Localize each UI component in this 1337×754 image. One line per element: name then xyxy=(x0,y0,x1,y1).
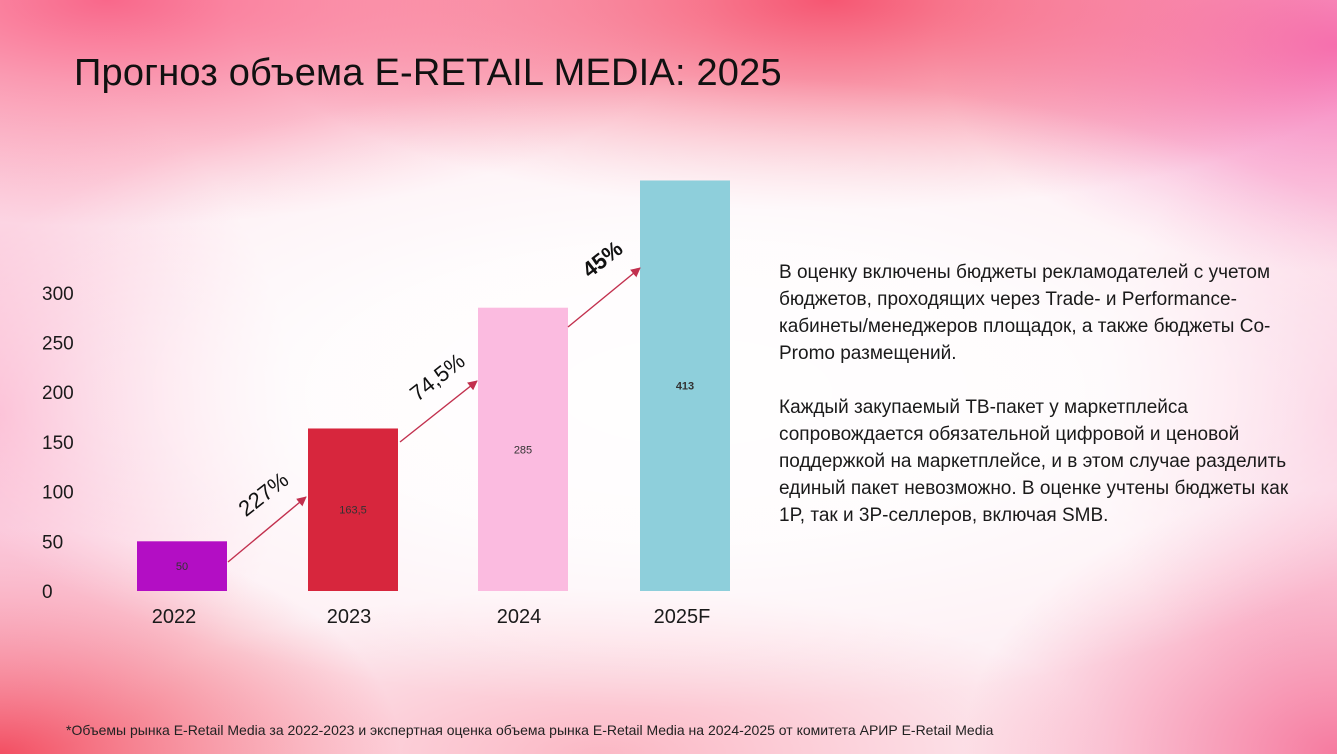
y-tick-label: 150 xyxy=(42,433,74,454)
footnote: *Объемы рынка E-Retail Media за 2022-202… xyxy=(66,722,994,738)
y-tick-label: 100 xyxy=(42,483,74,504)
x-tick-label: 2025F xyxy=(654,606,711,628)
data-label: 50 xyxy=(176,561,188,573)
growth-label: 227% xyxy=(234,467,294,521)
slide-title: Прогноз объема E-RETAIL MEDIA: 2025 xyxy=(74,52,782,94)
x-tick-label: 2024 xyxy=(497,606,542,628)
growth-arrow xyxy=(567,267,641,328)
bar-2023 xyxy=(308,428,398,591)
y-tick-label: 50 xyxy=(42,532,63,553)
growth-arrow xyxy=(227,496,307,563)
description-paragraph-2: Каждый закупаемый ТВ-пакет у маркетплейс… xyxy=(779,397,1289,526)
y-tick-label: 0 xyxy=(42,582,53,603)
y-tick-label: 250 xyxy=(42,334,74,355)
bar-2022 xyxy=(137,541,227,591)
bar-2024 xyxy=(478,307,568,591)
y-tick-label: 300 xyxy=(42,284,74,305)
x-tick-label: 2023 xyxy=(327,606,372,628)
growth-arrow xyxy=(399,380,478,443)
growth-label: 45% xyxy=(577,236,627,283)
data-label: 163,5 xyxy=(339,505,367,517)
data-label: 285 xyxy=(514,444,532,456)
data-label: 413 xyxy=(676,381,694,393)
bar-2025F xyxy=(640,180,730,591)
growth-label: 74,5% xyxy=(405,348,470,406)
x-tick-label: 2022 xyxy=(152,606,197,628)
description-paragraph-1: В оценку включены бюджеты рекламодателей… xyxy=(779,262,1271,364)
y-tick-label: 200 xyxy=(42,383,74,404)
